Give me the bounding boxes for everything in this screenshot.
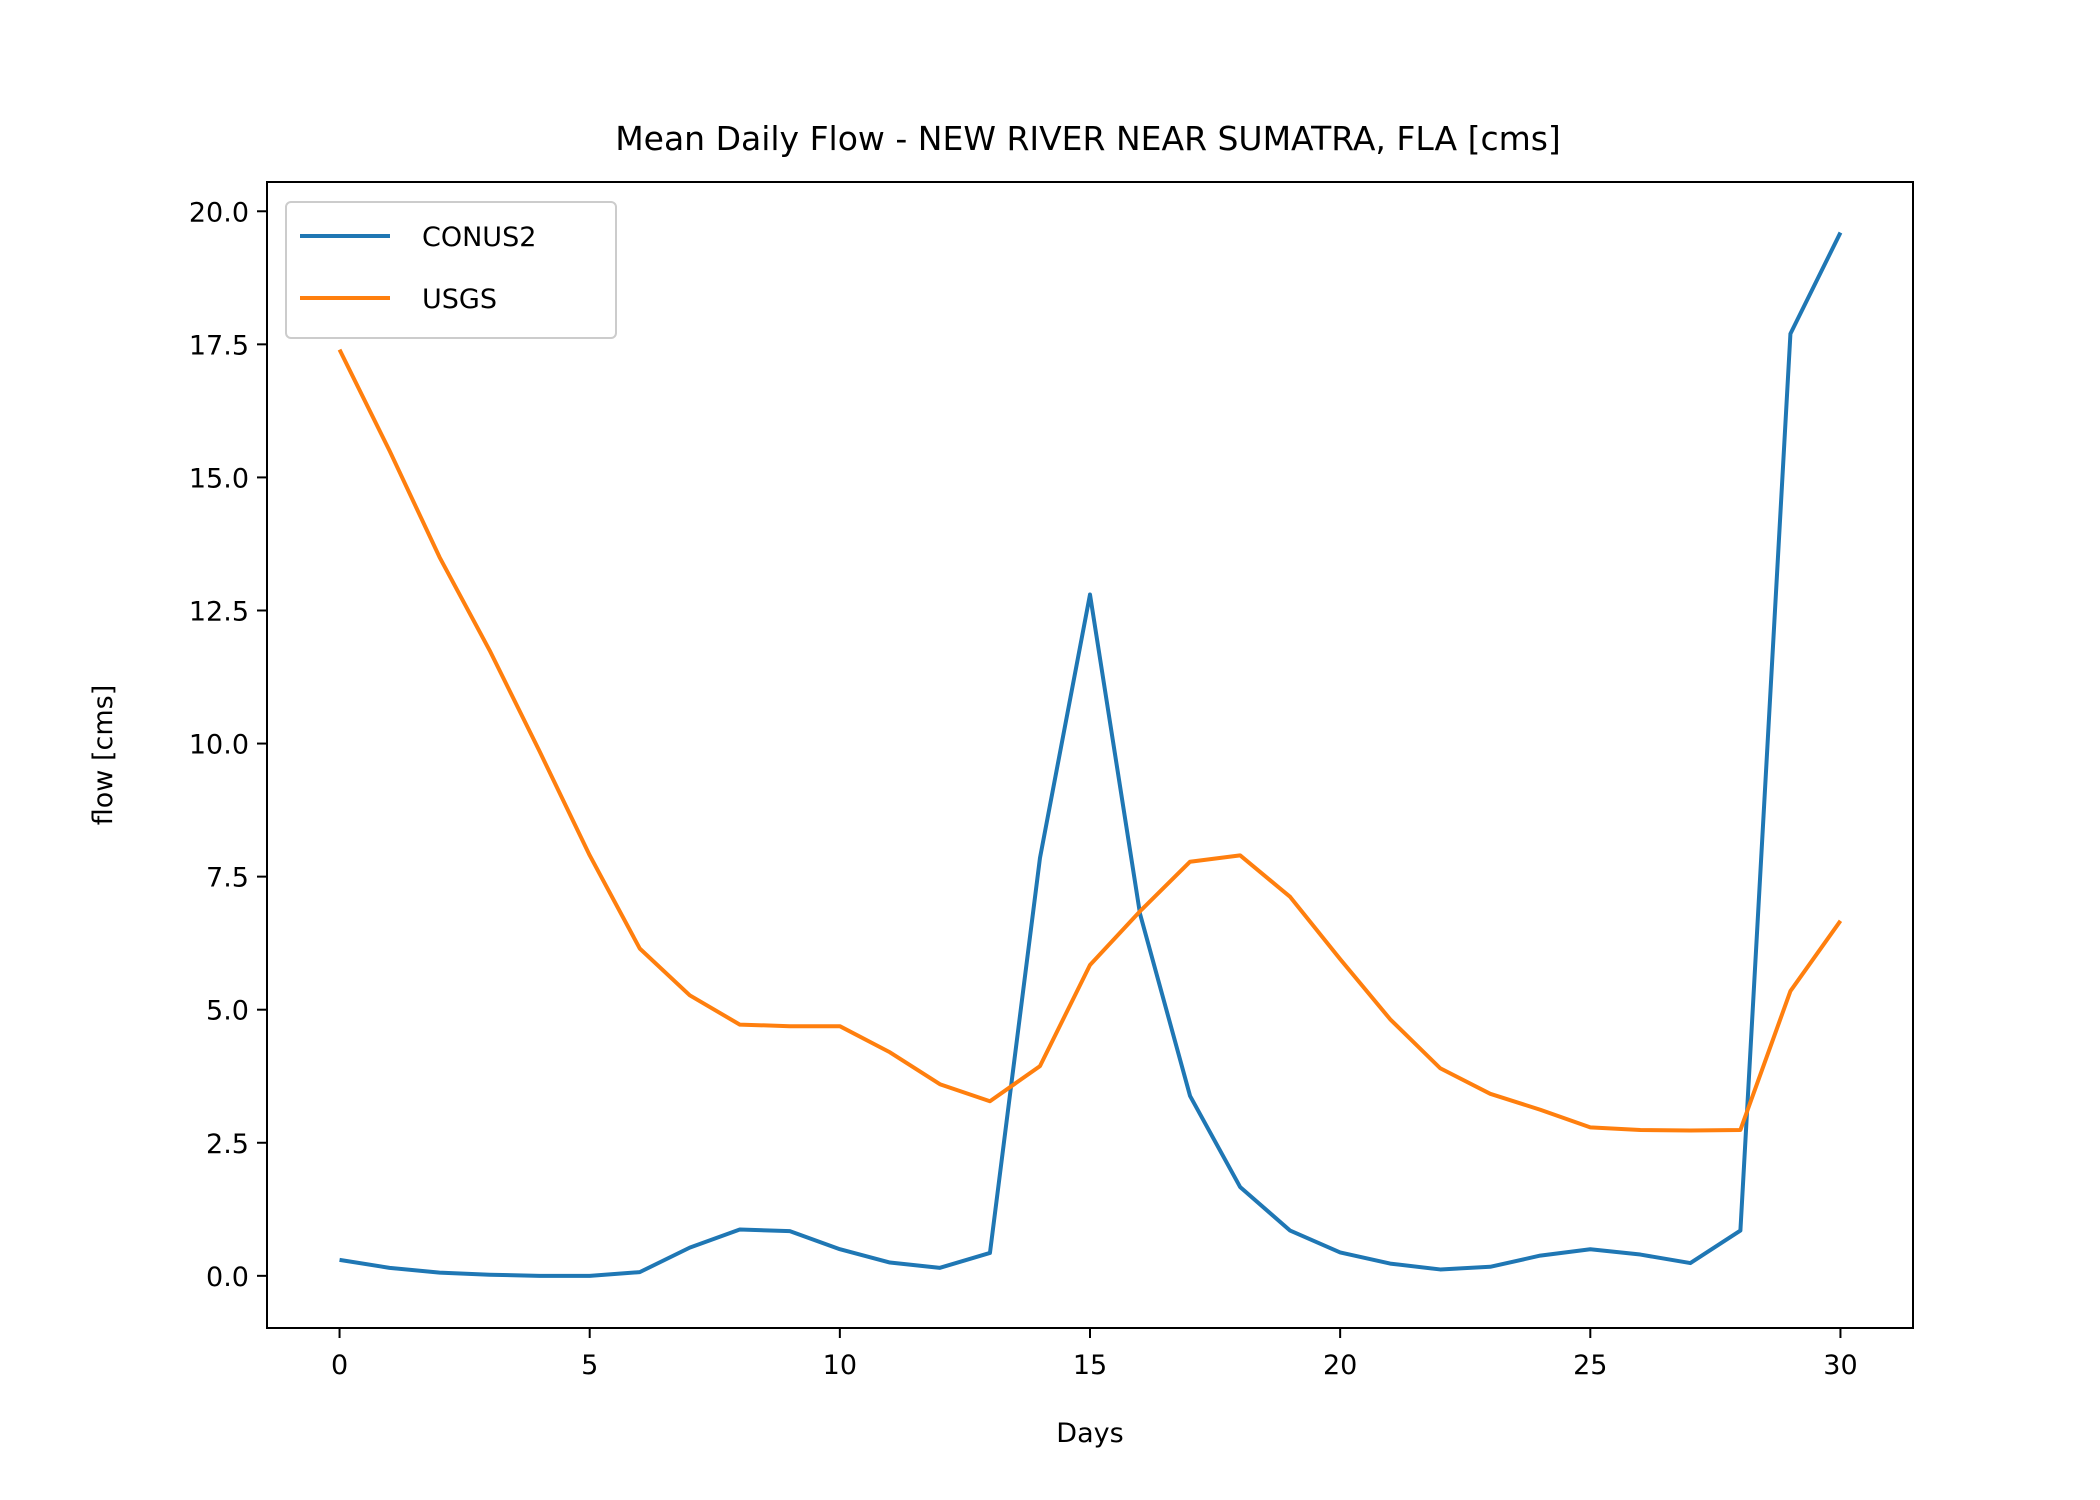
x-tick-label: 5 [581, 1350, 598, 1381]
y-tick-label: 2.5 [206, 1129, 249, 1160]
y-tick-label: 10.0 [189, 730, 249, 761]
legend-label-conus2: CONUS2 [422, 222, 536, 253]
y-axis: 0.0 2.5 5.0 7.5 10.0 12.5 15.0 17.5 20.0 [189, 197, 267, 1293]
y-tick-label: 17.5 [189, 330, 249, 361]
x-tick-label: 10 [823, 1350, 857, 1381]
x-tick-label: 30 [1823, 1350, 1857, 1381]
y-tick-label: 0.0 [206, 1262, 249, 1293]
x-tick-label: 15 [1073, 1350, 1107, 1381]
y-axis-label: flow [cms] [88, 685, 119, 825]
y-tick-label: 20.0 [189, 197, 249, 228]
y-tick-label: 15.0 [189, 463, 249, 494]
legend: CONUS2 USGS [285, 201, 617, 339]
x-tick-label: 20 [1323, 1350, 1357, 1381]
x-axis-label: Days [1056, 1418, 1123, 1449]
legend-label-usgs: USGS [422, 284, 497, 315]
x-tick-label: 0 [331, 1350, 348, 1381]
plot-lines [337, 231, 1843, 1278]
y-tick-label: 5.0 [206, 996, 249, 1027]
series-line-usgs [337, 348, 1843, 1133]
chart-title: Mean Daily Flow - NEW RIVER NEAR SUMATRA… [615, 119, 1561, 158]
x-tick-label: 25 [1573, 1350, 1607, 1381]
y-tick-label: 12.5 [189, 596, 249, 627]
y-tick-label: 7.5 [206, 863, 249, 894]
x-axis: 0 5 10 15 20 25 30 [331, 1328, 1858, 1381]
series-line-conus2 [339, 231, 1843, 1278]
